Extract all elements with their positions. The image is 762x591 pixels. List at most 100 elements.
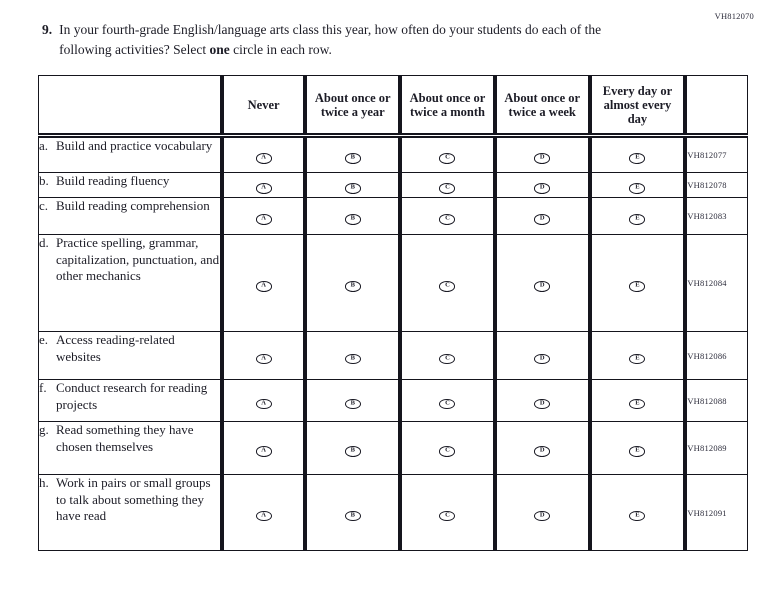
answer-bubble-c[interactable]: C: [439, 446, 456, 457]
question-text-part1: In your fourth-grade English/language ar…: [59, 22, 602, 57]
answer-bubble-a[interactable]: A: [255, 353, 272, 364]
row-code: VH812091: [683, 474, 749, 551]
row-letter: a.: [39, 138, 49, 153]
answer-bubble-c[interactable]: C: [439, 183, 456, 194]
row-label: f. Conduct research for reading projects: [37, 379, 223, 422]
answer-bubble-c[interactable]: C: [439, 214, 456, 225]
answer-bubble-e[interactable]: E: [629, 281, 646, 292]
cell-every-day: E: [587, 379, 686, 422]
cell-once-twice-week: D: [492, 331, 591, 380]
cell-once-twice-month: C: [398, 421, 496, 475]
table-row-e: e. Access reading-related websites A B C…: [37, 331, 749, 380]
question-block: 9. In your fourth-grade English/language…: [42, 20, 667, 59]
row-code: VH812086: [683, 331, 749, 380]
table-row-b: b. Build reading fluency A B C D E VH812…: [37, 172, 749, 198]
cell-once-twice-month: C: [398, 172, 496, 198]
row-label: h. Work in pairs or small groups to talk…: [37, 474, 223, 551]
row-text: Access reading-related websites: [56, 332, 175, 364]
answer-bubble-c[interactable]: C: [439, 153, 456, 164]
column-header-once-twice-year: About once or twice a year: [303, 75, 401, 138]
cell-once-twice-month: C: [398, 474, 496, 551]
answer-bubble-a[interactable]: A: [255, 281, 272, 292]
question-text: In your fourth-grade English/language ar…: [59, 20, 644, 59]
column-header-once-twice-week: About once or twice a week: [492, 75, 591, 138]
column-header-never: Never: [219, 75, 306, 138]
row-text: Build and practice vocabulary: [56, 138, 213, 153]
row-letter: d.: [39, 235, 49, 250]
answer-bubble-e[interactable]: E: [629, 510, 646, 521]
answer-bubble-d[interactable]: D: [534, 510, 551, 521]
answer-bubble-e[interactable]: E: [629, 153, 646, 164]
answer-bubble-d[interactable]: D: [534, 446, 551, 457]
row-letter: b.: [39, 173, 49, 188]
answer-bubble-b[interactable]: B: [344, 510, 361, 521]
answer-bubble-d[interactable]: D: [534, 214, 551, 225]
answer-bubble-e[interactable]: E: [629, 446, 646, 457]
row-letter: f.: [39, 380, 47, 395]
answer-bubble-a[interactable]: A: [255, 153, 272, 164]
cell-once-twice-year: B: [303, 197, 401, 235]
row-code: VH812078: [683, 172, 749, 198]
answer-bubble-b[interactable]: B: [344, 446, 361, 457]
cell-never: A: [219, 135, 306, 173]
row-code: VH812084: [683, 234, 749, 332]
answer-bubble-d[interactable]: D: [534, 281, 551, 292]
row-letter: g.: [39, 422, 49, 437]
table-row-a: a. Build and practice vocabulary A B C D…: [37, 135, 749, 173]
answer-bubble-c[interactable]: C: [439, 510, 456, 521]
form-code: VH812070: [714, 11, 754, 21]
cell-once-twice-year: B: [303, 379, 401, 422]
question-text-bold: one: [209, 41, 230, 57]
answer-bubble-a[interactable]: A: [255, 214, 272, 225]
answer-bubble-b[interactable]: B: [344, 353, 361, 364]
cell-once-twice-year: B: [303, 172, 401, 198]
answer-bubble-e[interactable]: E: [629, 214, 646, 225]
row-label: b. Build reading fluency: [37, 172, 223, 198]
cell-never: A: [219, 474, 306, 551]
answer-bubble-a[interactable]: A: [255, 510, 272, 521]
cell-never: A: [219, 197, 306, 235]
cell-once-twice-week: D: [492, 474, 591, 551]
answer-bubble-d[interactable]: D: [534, 353, 551, 364]
cell-every-day: E: [587, 421, 686, 475]
header-blank-labels: [37, 75, 223, 138]
row-label: c. Build reading comprehension: [37, 197, 223, 235]
cell-never: A: [219, 234, 306, 332]
answer-bubble-c[interactable]: C: [439, 398, 456, 409]
header-blank-codes: [683, 75, 749, 138]
answer-bubble-a[interactable]: A: [255, 446, 272, 457]
table-row-d: d. Practice spelling, grammar, capitaliz…: [37, 234, 749, 332]
answer-bubble-a[interactable]: A: [255, 398, 272, 409]
cell-once-twice-year: B: [303, 474, 401, 551]
table-row-f: f. Conduct research for reading projects…: [37, 379, 749, 422]
answer-bubble-b[interactable]: B: [344, 153, 361, 164]
row-label: e. Access reading-related websites: [37, 331, 223, 380]
answer-bubble-c[interactable]: C: [439, 353, 456, 364]
answer-bubble-e[interactable]: E: [629, 183, 646, 194]
cell-never: A: [219, 331, 306, 380]
cell-never: A: [219, 172, 306, 198]
cell-every-day: E: [587, 172, 686, 198]
row-code: VH812089: [683, 421, 749, 475]
cell-once-twice-month: C: [398, 197, 496, 235]
row-code: VH812088: [683, 379, 749, 422]
answer-bubble-b[interactable]: B: [344, 214, 361, 225]
answer-bubble-c[interactable]: C: [439, 281, 456, 292]
cell-never: A: [219, 421, 306, 475]
cell-once-twice-week: D: [492, 379, 591, 422]
frequency-matrix-table: Never About once or twice a year About o…: [37, 75, 749, 551]
cell-every-day: E: [587, 197, 686, 235]
column-header-once-twice-month: About once or twice a month: [398, 75, 496, 138]
answer-bubble-b[interactable]: B: [344, 183, 361, 194]
answer-bubble-d[interactable]: D: [534, 153, 551, 164]
answer-bubble-b[interactable]: B: [344, 281, 361, 292]
answer-bubble-e[interactable]: E: [629, 353, 646, 364]
answer-bubble-a[interactable]: A: [255, 183, 272, 194]
cell-once-twice-year: B: [303, 331, 401, 380]
answer-bubble-e[interactable]: E: [629, 398, 646, 409]
cell-once-twice-week: D: [492, 197, 591, 235]
answer-bubble-b[interactable]: B: [344, 398, 361, 409]
answer-bubble-d[interactable]: D: [534, 398, 551, 409]
answer-bubble-d[interactable]: D: [534, 183, 551, 194]
